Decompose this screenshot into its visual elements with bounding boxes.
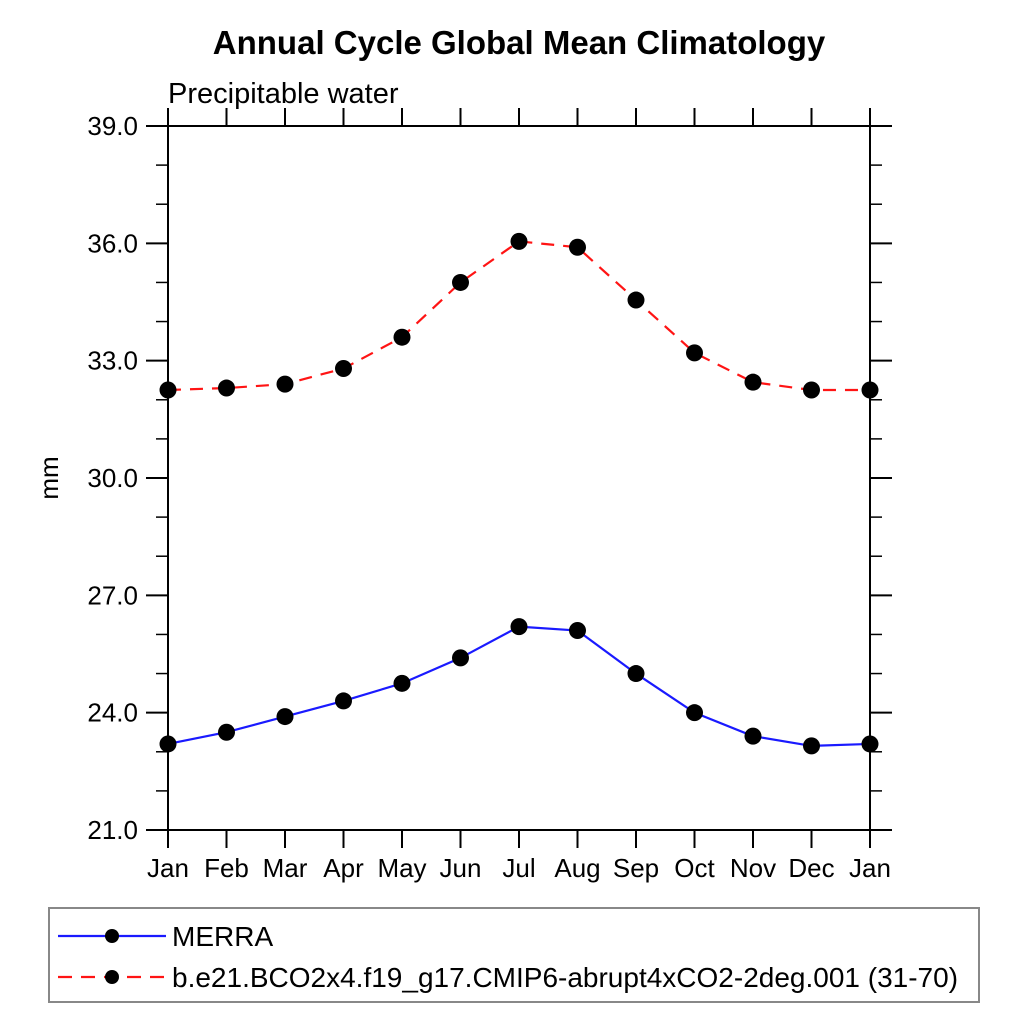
legend-box: MERRA b.e21.BCO2x4.f19_g17.CMIP6-abrupt4x… (48, 907, 980, 1003)
data-point (627, 665, 645, 683)
data-point (335, 692, 352, 710)
data-point (569, 622, 586, 640)
x-tick-label: Aug (554, 853, 600, 883)
data-point (510, 232, 528, 250)
y-tick-label: 39.0 (87, 111, 138, 141)
legend-item: b.e21.BCO2x4.f19_g17.CMIP6-abrupt4xCO2-2… (58, 962, 958, 993)
data-point (276, 708, 294, 726)
x-tick-label: Jan (147, 853, 189, 883)
data-point (276, 375, 294, 393)
legend-label: b.e21.BCO2x4.f19_g17.CMIP6-abrupt4xCO2-2… (172, 962, 958, 993)
chart-subtitle: Precipitable water (168, 78, 399, 110)
data-point (393, 328, 411, 346)
data-point (393, 674, 411, 692)
x-tick-label: Nov (730, 853, 776, 883)
data-point (335, 359, 352, 377)
x-tick-label: Sep (613, 853, 659, 883)
plot-area: 21.0 24.0 27.0 30.0 33.0 36.0 39.0 Jan Feb Mar Apr… (87, 108, 892, 883)
x-tick-label: Oct (674, 853, 715, 883)
data-point (803, 737, 820, 755)
data-point (452, 649, 469, 667)
y-tick-label: 36.0 (87, 228, 138, 258)
x-tick-label: Feb (204, 853, 249, 883)
y-tick-label: 33.0 (87, 346, 138, 376)
data-point (686, 704, 703, 722)
data-point (510, 618, 528, 636)
y-tick-label: 24.0 (87, 698, 138, 728)
x-tick-label: Jul (502, 853, 535, 883)
data-point (803, 381, 820, 399)
x-tick-label: Mar (263, 853, 308, 883)
legend-marker-icon (105, 970, 119, 984)
data-point (452, 273, 469, 291)
data-point (569, 238, 586, 256)
legend-label: MERRA (172, 921, 273, 952)
series-line-model (167, 240, 870, 392)
plot-frame (167, 125, 871, 831)
y-tick-label: 30.0 (87, 463, 138, 493)
y-tick-label: 27.0 (87, 580, 138, 610)
data-point (686, 344, 703, 362)
data-point (627, 291, 645, 309)
legend-item: MERRA (58, 921, 273, 952)
data-point (159, 381, 177, 399)
data-point (744, 727, 762, 745)
x-tick-label: Jun (440, 853, 482, 883)
x-tick-label: Jan (849, 853, 891, 883)
chart-title: Annual Cycle Global Mean Climatology (213, 24, 826, 61)
y-axis-label: mm (34, 456, 64, 499)
y-tick-label: 21.0 (87, 815, 138, 845)
series-line-merra (167, 625, 871, 748)
data-point (218, 379, 235, 397)
data-point (861, 735, 879, 753)
data-point (159, 735, 177, 753)
legend-marker-icon (105, 929, 119, 943)
legend-frame (48, 907, 980, 1003)
x-tick-label: Dec (788, 853, 834, 883)
data-point (218, 723, 235, 741)
x-tick-label: May (377, 853, 426, 883)
data-point (861, 381, 879, 399)
x-tick-label: Apr (323, 853, 364, 883)
data-point (744, 373, 762, 391)
